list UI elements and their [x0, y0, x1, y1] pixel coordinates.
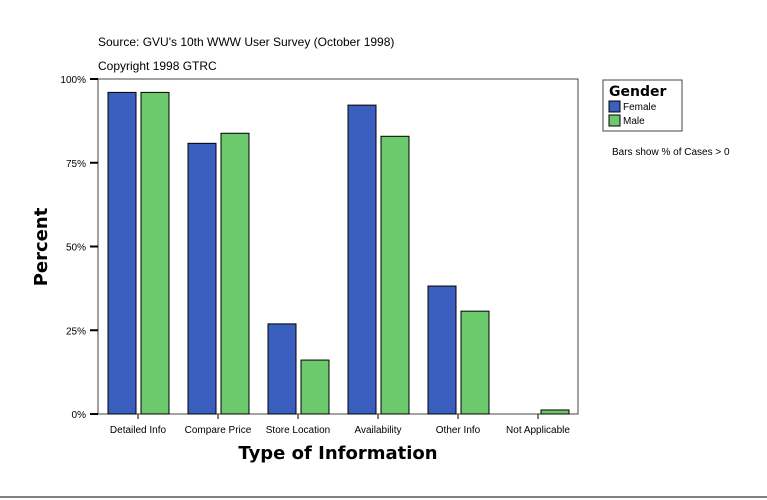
chart-note: Bars show % of Cases > 0 [612, 147, 730, 158]
source-text: Source: GVU's 10th WWW User Survey (Octo… [98, 35, 394, 49]
bar-male [460, 310, 490, 415]
legend-swatch-female [608, 100, 621, 113]
y-tick-label: 25% [66, 326, 86, 337]
plot-area [97, 78, 579, 415]
bar-female [347, 104, 377, 415]
x-tick-label: Other Info [436, 425, 481, 436]
bars [107, 91, 570, 415]
y-tick-label: 100% [60, 75, 86, 86]
y-axis-title: Percent [31, 207, 52, 286]
x-axis: Detailed Info Compare Price Store Location… [110, 414, 570, 436]
x-tick-label: Compare Price [185, 425, 252, 436]
bar-male [540, 409, 570, 415]
bar-male [380, 135, 410, 415]
y-tick-label: 0% [72, 410, 87, 421]
legend-label-male: Male [623, 116, 645, 127]
y-tick-label: 75% [66, 159, 86, 170]
y-axis: 0% 25% 50% 75% 100% [60, 75, 98, 421]
bar-male [220, 132, 250, 415]
y-tick-label: 50% [66, 243, 86, 254]
legend: Gender Female Male [602, 79, 683, 132]
legend-swatch-male [608, 114, 621, 127]
bar-male [300, 359, 330, 415]
legend-label-female: Female [623, 102, 657, 113]
x-axis-title: Type of Information [238, 443, 437, 464]
copyright-text: Copyright 1998 GTRC [98, 59, 217, 73]
x-tick-label: Detailed Info [110, 425, 167, 436]
bar-female [107, 91, 137, 415]
bar-female [187, 142, 217, 415]
x-tick-label: Not Applicable [506, 425, 570, 436]
x-tick-label: Store Location [266, 425, 331, 436]
x-tick-label: Availability [354, 425, 401, 436]
bar-female [427, 285, 457, 415]
bar-female [267, 323, 297, 415]
bar-male [140, 91, 170, 415]
legend-title: Gender [609, 84, 666, 100]
